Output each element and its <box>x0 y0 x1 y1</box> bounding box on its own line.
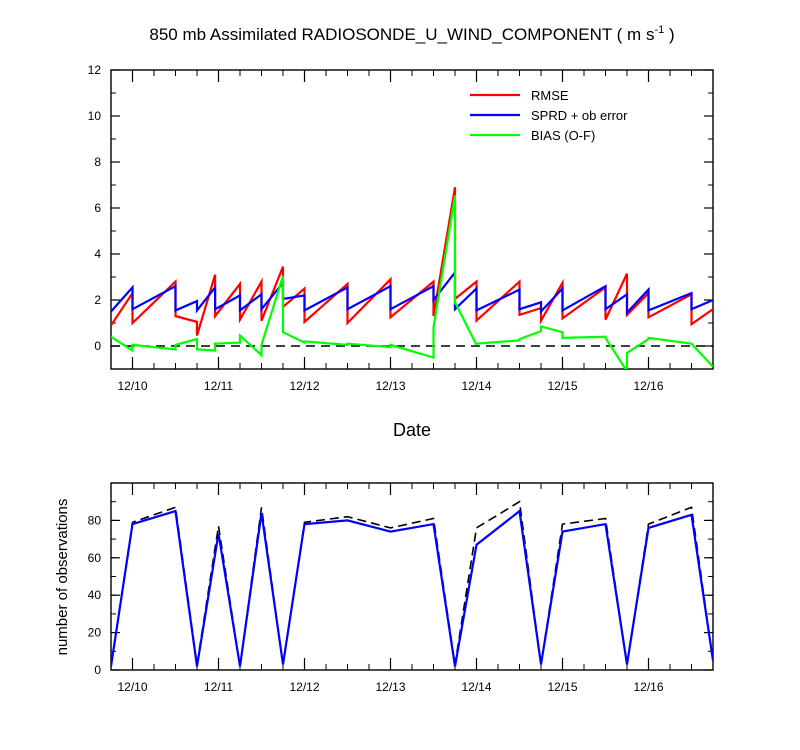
top-y-tick-label: 6 <box>94 201 101 215</box>
top-y-tick-label: 0 <box>94 339 101 353</box>
bottom-y-axis-title: number of observations <box>54 499 71 656</box>
top-y-tick-label: 2 <box>94 293 101 307</box>
bottom-x-tick-label: 12/15 <box>547 680 577 694</box>
top-plot-series <box>111 187 713 369</box>
observations-assimilated-line <box>111 509 713 667</box>
top-x-tick-label: 12/11 <box>204 379 233 393</box>
top-x-tick-label: 12/15 <box>547 379 577 393</box>
bottom-y-tick-label: 20 <box>88 626 102 640</box>
bottom-plot-frame: 0 20 40 60 80 12/10 12/11 12/12 12/13 12/14 12/15 1… <box>88 482 714 694</box>
top-x-tick-label: 12/14 <box>461 379 491 393</box>
top-x-axis-title: Date <box>393 420 431 440</box>
bottom-x-tick-label: 12/12 <box>289 680 319 694</box>
series-line-bias-o-f <box>111 195 713 369</box>
chart-title: 850 mb Assimilated RADIOSONDE_U_WIND_COM… <box>149 24 674 44</box>
series-line-sprd-ob-error <box>111 269 713 316</box>
top-y-tick-label: 8 <box>94 155 101 169</box>
bottom-plot-series <box>111 500 713 667</box>
chart-title-main: 850 mb Assimilated RADIOSONDE_U_WIND_COM… <box>149 25 654 44</box>
observations-total-line <box>111 500 713 667</box>
top-x-tick-label: 12/13 <box>375 379 405 393</box>
legend-label: RMSE <box>531 88 569 103</box>
top-y-tick-label: 4 <box>94 247 101 261</box>
series-line-rmse <box>111 187 713 336</box>
top-y-tick-label: 12 <box>88 63 102 77</box>
bottom-x-tick-label: 12/14 <box>461 680 491 694</box>
bottom-y-tick-label: 60 <box>88 551 102 565</box>
bottom-x-tick-label: 12/10 <box>117 680 147 694</box>
bottom-x-tick-label: 12/11 <box>204 680 233 694</box>
top-x-tick-label: 12/12 <box>289 379 319 393</box>
bottom-x-tick-label: 12/16 <box>633 680 663 694</box>
bottom-y-tick-label: 0 <box>94 663 101 677</box>
bottom-y-tick-label: 80 <box>88 513 102 527</box>
top-x-tick-label: 12/10 <box>117 379 147 393</box>
top-plot-frame: 0 2 4 6 8 10 12 12/10 12/11 12/12 12/13 12/14 12/15 1… <box>88 63 714 393</box>
legend-label: SPRD + ob error <box>531 108 628 123</box>
top-x-tick-label: 12/16 <box>633 379 663 393</box>
top-y-tick-label: 10 <box>88 109 102 123</box>
chart-title-superscript: -1 <box>654 24 664 36</box>
legend: RMSE SPRD + ob error BIAS (O-F) <box>470 88 628 143</box>
legend-label: BIAS (O-F) <box>531 128 595 143</box>
bottom-x-tick-label: 12/13 <box>375 680 405 694</box>
bottom-y-tick-label: 40 <box>88 588 102 602</box>
chart-title-tail: ) <box>664 25 674 44</box>
